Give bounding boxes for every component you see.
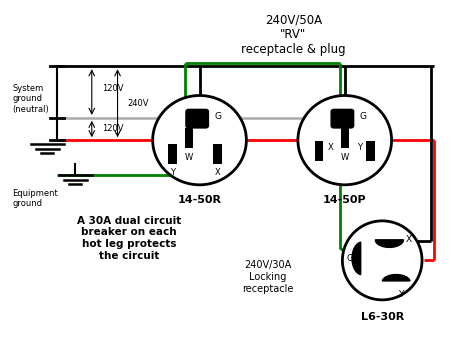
FancyBboxPatch shape <box>186 109 209 128</box>
Bar <box>168 143 177 164</box>
Text: Y: Y <box>357 143 362 153</box>
Text: System
ground
(neutral): System ground (neutral) <box>12 84 49 114</box>
Polygon shape <box>375 240 403 247</box>
Text: 240V/50A
"RV"
receptacle & plug: 240V/50A "RV" receptacle & plug <box>241 13 346 56</box>
Bar <box>366 141 375 161</box>
Text: Y: Y <box>170 168 175 177</box>
Text: Equipment
ground: Equipment ground <box>12 189 58 208</box>
Text: G: G <box>347 254 354 263</box>
Text: X: X <box>328 143 333 153</box>
Text: X: X <box>406 235 412 244</box>
Text: W: W <box>185 153 193 162</box>
Polygon shape <box>382 275 410 281</box>
Text: W: W <box>341 153 349 162</box>
Text: 240V/30A
Locking
receptacle: 240V/30A Locking receptacle <box>242 260 293 294</box>
Bar <box>315 141 323 161</box>
Bar <box>185 128 193 148</box>
Text: 120V: 120V <box>102 84 124 93</box>
Text: 14-50P: 14-50P <box>323 195 366 205</box>
Bar <box>340 128 349 148</box>
Text: A 30A dual circuit
breaker on each
hot leg protects
the circuit: A 30A dual circuit breaker on each hot l… <box>77 216 182 260</box>
Ellipse shape <box>153 96 246 185</box>
Text: 14-50R: 14-50R <box>178 195 221 205</box>
Text: 240V: 240V <box>128 99 149 108</box>
Text: G: G <box>359 112 366 121</box>
Text: Y: Y <box>398 290 403 299</box>
Bar <box>213 143 221 164</box>
Polygon shape <box>352 242 361 275</box>
Ellipse shape <box>298 96 392 185</box>
Ellipse shape <box>342 221 422 300</box>
Text: X: X <box>215 168 221 177</box>
Text: L6-30R: L6-30R <box>361 312 404 322</box>
Text: G: G <box>214 112 221 121</box>
FancyBboxPatch shape <box>331 109 354 128</box>
Text: 120V: 120V <box>102 125 124 134</box>
